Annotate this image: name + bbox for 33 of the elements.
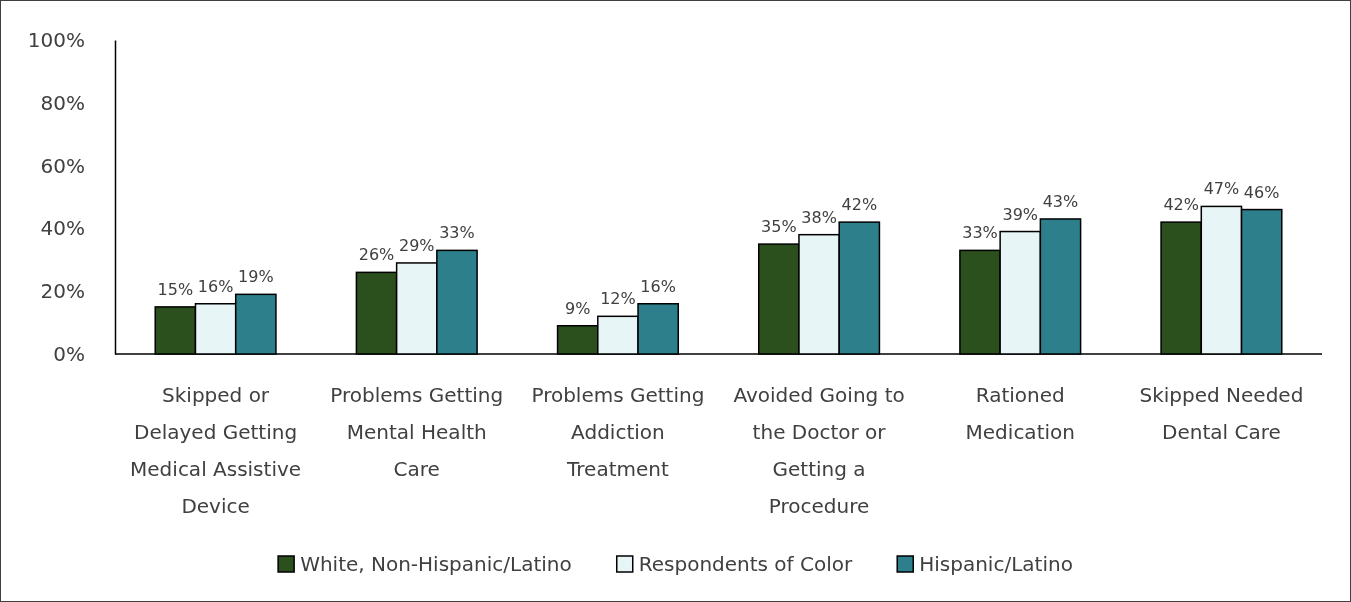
data-label: 29%: [398, 235, 435, 255]
y-tick-label: 0%: [53, 341, 85, 366]
x-tick-label: Avoided Going to the Doctor or Getting a Procedure: [733, 383, 905, 518]
data-label: 33%: [962, 223, 998, 243]
data-label: 12%: [600, 289, 636, 309]
legend-label: Respondents of Color: [638, 552, 853, 576]
data-label: 15%: [157, 279, 194, 299]
data-label: 26%: [358, 245, 395, 265]
data-label: 16%: [640, 276, 676, 296]
x-tick-label: Problems Getting Addiction Treatment: [531, 383, 705, 481]
data-label: 19%: [238, 267, 274, 287]
x-tick-label: Rationed Medication: [965, 383, 1075, 444]
x-tick-label: Skipped Needed Dental Care: [1139, 383, 1304, 444]
data-label: 16%: [197, 276, 234, 296]
x-tick-label: Problems Getting Mental Health Care: [330, 383, 504, 481]
y-tick-label: 60%: [40, 153, 85, 178]
data-label: 38%: [801, 207, 837, 227]
legend-label: White, Non-Hispanic/Latino: [300, 552, 572, 576]
data-label: 47%: [1203, 179, 1240, 199]
y-tick-label: 40%: [40, 216, 85, 241]
data-label: 9%: [564, 298, 591, 318]
y-tick-label: 80%: [40, 90, 85, 115]
data-label: 43%: [1042, 191, 1079, 211]
y-tick-label: 100%: [27, 27, 85, 52]
data-label: 39%: [1002, 204, 1039, 224]
y-tick-label: 20%: [40, 279, 85, 304]
data-label: 46%: [1243, 182, 1280, 202]
data-label: 35%: [761, 217, 797, 237]
data-label: 33%: [439, 223, 475, 243]
data-label: 42%: [841, 195, 878, 215]
data-label: 42%: [1163, 195, 1199, 215]
legend-label: Hispanic/Latino: [919, 552, 1073, 576]
x-tick-label: Skipped or Delayed Getting Medical Assistive Device: [130, 383, 302, 518]
